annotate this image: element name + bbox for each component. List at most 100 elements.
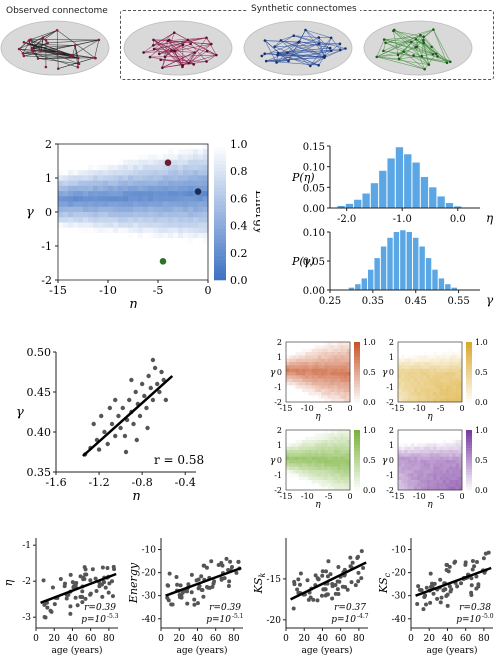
mini-cell	[314, 440, 319, 444]
mini-cell	[446, 392, 450, 396]
mini-cell	[436, 365, 440, 369]
age-scatter-point	[167, 571, 172, 576]
mini-cell	[305, 453, 309, 457]
mini-cell	[321, 392, 325, 396]
heatmap-cell	[123, 206, 129, 213]
mini-cell	[449, 348, 453, 353]
mini-cell	[404, 358, 408, 363]
heatmap-cell	[93, 159, 99, 166]
mini-cell	[286, 476, 290, 481]
observed-connectome-label: Observed connectome	[6, 6, 108, 16]
mini-cell	[330, 395, 335, 399]
mini-cell	[305, 372, 309, 376]
heatmap-cell	[138, 222, 144, 228]
mini-cell	[417, 395, 421, 399]
mini-cell	[305, 345, 309, 349]
mini-cell	[404, 352, 408, 356]
mini-cell	[430, 358, 434, 363]
scatter-point	[163, 397, 169, 403]
mini-cell	[324, 378, 328, 383]
mini-cell	[346, 398, 351, 403]
mini-cell	[324, 382, 328, 386]
mini-cell	[452, 372, 456, 376]
mini-cell	[398, 348, 402, 353]
heatmap-cell	[78, 259, 84, 265]
mini-cell	[426, 365, 431, 369]
heatmap-cell	[173, 227, 179, 234]
mini-cell	[449, 433, 453, 437]
mini-cell	[340, 365, 344, 369]
age-scatter-point	[45, 605, 50, 610]
heatmap-cell	[93, 227, 99, 234]
mini-cell	[302, 473, 306, 477]
mini-cell	[318, 382, 322, 386]
mini-cell	[439, 365, 444, 369]
mini-cell	[324, 358, 328, 363]
mini-x-tick-label: -5	[325, 404, 333, 413]
brain-edge	[280, 40, 325, 58]
mini-cell	[343, 456, 348, 461]
hist-bar	[413, 237, 419, 290]
mini-cell	[401, 342, 405, 346]
mini-cell	[442, 480, 447, 484]
mini-cell	[452, 450, 456, 454]
mini-colorbar-segment	[466, 342, 472, 346]
mini-cell	[410, 382, 415, 386]
mini-cell	[292, 480, 296, 484]
mini-x-axis-label: η	[315, 412, 321, 422]
age-scatter-point	[361, 566, 366, 571]
age-scatter-point	[72, 584, 77, 589]
mini-cell	[298, 372, 303, 376]
y-tick-label: 0.05	[303, 183, 325, 194]
y-tick-label: 0.40	[27, 426, 52, 439]
mini-colorbar-segment	[466, 484, 472, 488]
age-scatter-point	[230, 564, 235, 569]
heatmap-cell	[113, 212, 119, 218]
brain-edge	[324, 48, 346, 57]
mini-cell	[414, 368, 418, 373]
mini-cell	[410, 388, 415, 393]
mini-cell	[436, 348, 440, 353]
age-scatter-point	[315, 598, 320, 603]
brain-edge	[403, 41, 412, 52]
mini-colorbar-segment	[354, 396, 360, 400]
age-scatter-point	[439, 595, 444, 600]
mini-cell	[286, 355, 290, 359]
mini-cell	[449, 372, 453, 376]
heatmap-cell	[93, 154, 99, 160]
age-scatter-point	[428, 571, 433, 576]
heatmap-cell	[198, 238, 204, 244]
mini-cell	[407, 480, 412, 484]
mini-cell	[295, 483, 300, 487]
p-eta-histogram: 0.150.100.050.00-2.0 -1.0 0.0 ηP(η)	[291, 142, 494, 225]
heatmap-cell	[68, 206, 74, 213]
mini-cell	[455, 486, 460, 491]
mini-cell	[442, 368, 447, 373]
mini-cell	[442, 345, 447, 349]
heatmap-cell	[73, 206, 79, 213]
colorbar-segment	[214, 191, 226, 196]
heatmap-cell	[178, 259, 184, 265]
brain-node	[286, 51, 289, 54]
brain-node	[423, 67, 426, 71]
heatmap-cell	[83, 164, 89, 171]
mini-cell	[430, 342, 434, 346]
y-tick-label: -10	[142, 546, 157, 556]
brain-edge	[383, 42, 386, 51]
mini-cell	[420, 456, 424, 461]
heatmap-cell	[63, 217, 69, 223]
mini-cell	[420, 365, 424, 369]
mini-cell	[302, 375, 306, 379]
mini-cell	[337, 388, 341, 393]
mini-cell	[289, 365, 293, 369]
mini-cell	[417, 342, 421, 346]
heatmap-cell	[103, 154, 109, 160]
mini-cell	[330, 466, 335, 471]
heatmap-cell	[178, 201, 184, 208]
heatmap-cell	[138, 243, 144, 249]
mini-cell	[442, 440, 447, 444]
heatmap-cell	[173, 222, 179, 228]
heatmap-cell	[118, 154, 124, 160]
mini-cell	[430, 352, 434, 356]
heatmap-cell	[198, 248, 204, 255]
